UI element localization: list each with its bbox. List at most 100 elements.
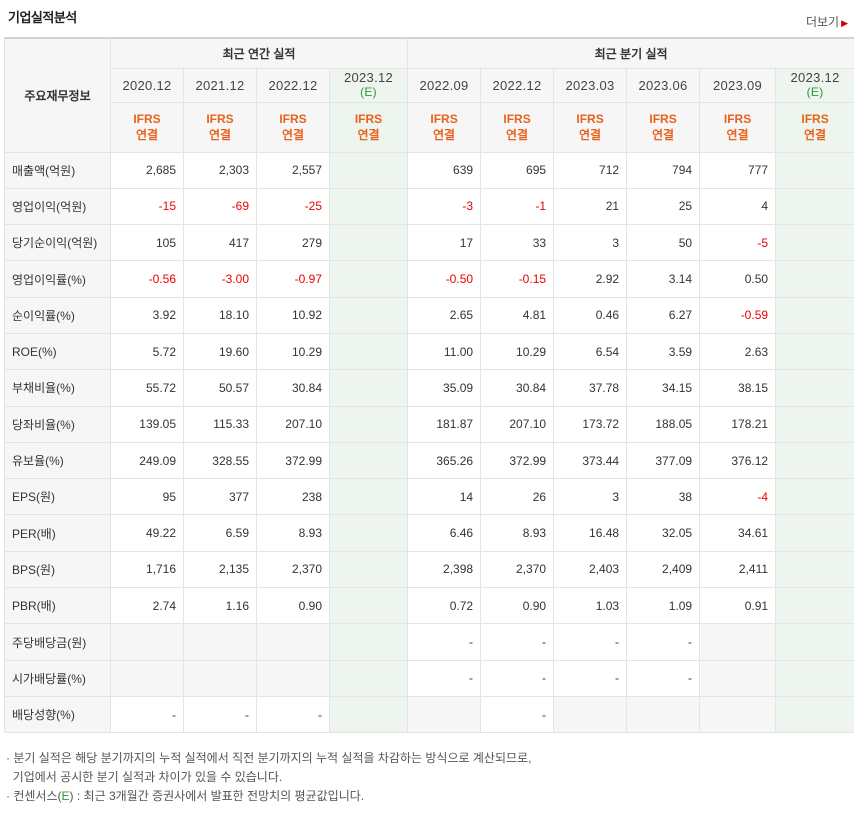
- row-label: ROE(%): [4, 332, 111, 371]
- table-cell: 777: [699, 151, 777, 189]
- table-cell: [775, 187, 854, 226]
- row-label: 영업이익(억원): [4, 187, 111, 226]
- table-cell: [328, 623, 409, 661]
- table-cell: [699, 695, 777, 734]
- period-label: 2022.09: [419, 77, 469, 93]
- ifrs-line1: IFRS: [649, 112, 677, 126]
- table-cell: [328, 296, 409, 334]
- table-cell: 695: [480, 151, 555, 189]
- table-cell: [775, 405, 854, 443]
- table-cell: 30.84: [480, 369, 555, 407]
- table-cell: [256, 623, 330, 661]
- table-cell: 2.65: [407, 296, 482, 334]
- table-cell: 3.59: [626, 332, 701, 371]
- table-cell: 2,303: [183, 151, 257, 189]
- table-cell: [328, 659, 409, 697]
- table-cell: 2.92: [553, 260, 628, 298]
- table-cell: -: [110, 695, 184, 734]
- table-cell: -: [480, 659, 555, 697]
- table-cell: 35.09: [407, 369, 482, 407]
- table-cell: [775, 151, 854, 189]
- table-cell: 0.50: [699, 260, 777, 298]
- table-cell: -: [626, 659, 701, 697]
- table-cell: 16.48: [553, 514, 628, 552]
- table-cell: 712: [553, 151, 628, 189]
- table-cell: [328, 369, 409, 407]
- table-cell: 207.10: [480, 405, 555, 443]
- table-cell: -0.50: [407, 260, 482, 298]
- table-cell: -: [626, 623, 701, 661]
- table-cell: 1.16: [183, 587, 257, 625]
- table-cell: -3: [407, 187, 482, 226]
- period-label: 2023.03: [565, 77, 615, 93]
- table-cell: -1: [480, 187, 555, 226]
- period-label: 2022.12: [268, 77, 318, 93]
- table-cell: -: [256, 695, 330, 734]
- period-label: 2023.09: [713, 77, 763, 93]
- table-cell: [775, 332, 854, 371]
- table-cell: -0.56: [110, 260, 184, 298]
- table-cell: -0.59: [699, 296, 777, 334]
- table-cell: -3.00: [183, 260, 257, 298]
- table-cell: [775, 550, 854, 589]
- table-row: 유보율(%) 249.09 328.55 372.99 365.26 372.99 373.…: [4, 441, 854, 480]
- table-cell: 376.12: [699, 441, 777, 480]
- table-cell: 249.09: [110, 441, 184, 480]
- table-cell: 279: [256, 224, 330, 262]
- note-quarterly-cont: 기업에서 공시한 분기 실적과 차이가 있을 수 있습니다.: [12, 770, 283, 784]
- row-label: 당좌비율(%): [4, 405, 111, 443]
- more-link[interactable]: 더보기 ▶: [806, 13, 848, 30]
- row-label: 시가배당률(%): [4, 659, 111, 697]
- table-row: 주당배당금(원) - - - -: [4, 623, 854, 661]
- table-cell: -: [553, 623, 628, 661]
- table-cell: 34.61: [699, 514, 777, 552]
- table-cell: [110, 659, 184, 697]
- table-cell: 4.81: [480, 296, 555, 334]
- table-cell: [626, 695, 701, 734]
- row-label: 주당배당금(원): [4, 623, 111, 661]
- ifrs-line2: 연결: [135, 128, 159, 142]
- table-cell: [775, 695, 854, 734]
- footnotes: · 분기 실적은 해당 분기까지의 누적 실적에서 직전 분기까지의 누적 실적…: [6, 749, 531, 806]
- table-row: 당기순이익(억원) 105 417 279 17 33 3 50 -5: [4, 224, 854, 262]
- ifrs-line2: 연결: [357, 128, 380, 142]
- table-cell: [407, 695, 482, 734]
- table-cell: [328, 695, 409, 734]
- table-row: 순이익률(%) 3.92 18.10 10.92 2.65 4.81 0.46 6.27 -0.…: [4, 296, 854, 334]
- table-cell: [775, 296, 854, 334]
- table-cell: 0.90: [256, 587, 330, 625]
- table-cell: 173.72: [553, 405, 628, 443]
- table-cell: 2,135: [183, 550, 257, 589]
- table-cell: 38: [626, 478, 701, 516]
- table-row: 배당성향(%) - - - -: [4, 695, 854, 734]
- table-cell: 8.93: [480, 514, 555, 552]
- table-cell: 1.09: [626, 587, 701, 625]
- page-title: 기업실적분석: [8, 10, 77, 25]
- table-cell: [328, 441, 409, 480]
- ifrs-line2: 연결: [506, 128, 529, 142]
- table-cell: -: [553, 659, 628, 697]
- table-cell: 17: [407, 224, 482, 262]
- table-cell: 372.99: [256, 441, 330, 480]
- table-cell: [775, 659, 854, 697]
- note-quarterly: · 분기 실적은 해당 분기까지의 누적 실적에서 직전 분기까지의 누적 실적…: [6, 751, 532, 765]
- table-cell: 25: [626, 187, 701, 226]
- table-cell: 14: [407, 478, 482, 516]
- table-cell: 372.99: [480, 441, 555, 480]
- ifrs-line1: IFRS: [430, 112, 458, 126]
- ifrs-line1: IFRS: [801, 112, 829, 126]
- row-label: BPS(원): [4, 550, 111, 589]
- table-cell: 3.92: [110, 296, 184, 334]
- table-cell: 105: [110, 224, 184, 262]
- row-label: PBR(배): [4, 587, 111, 625]
- table-cell: 328.55: [183, 441, 257, 480]
- table-cell: [328, 260, 409, 298]
- table-cell: 6.46: [407, 514, 482, 552]
- table-row: 영업이익률(%) -0.56 -3.00 -0.97 -0.50 -0.15 2.92 3.1…: [4, 260, 854, 298]
- period-label: 2023.06: [638, 77, 688, 93]
- table-cell: [328, 187, 409, 226]
- row-label: EPS(원): [4, 478, 111, 516]
- table-cell: [183, 623, 257, 661]
- table-cell: 373.44: [553, 441, 628, 480]
- table-cell: 0.90: [480, 587, 555, 625]
